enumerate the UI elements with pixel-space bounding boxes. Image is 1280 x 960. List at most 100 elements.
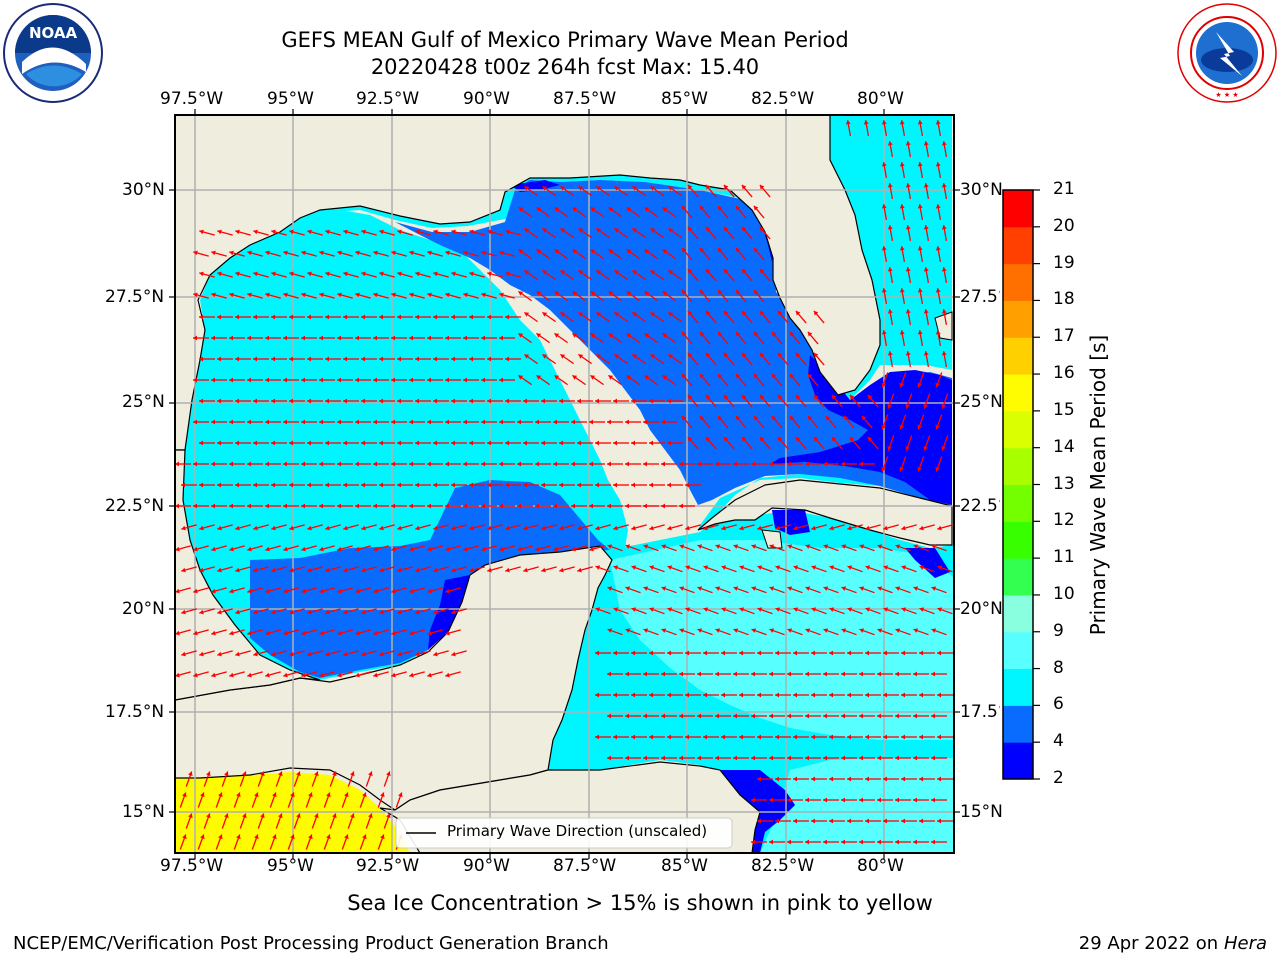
wave-arrow-head — [235, 229, 240, 235]
wave-arrow-head — [631, 440, 635, 446]
wave-arrow-head — [217, 271, 222, 277]
wave-arrow-head — [697, 586, 703, 591]
wave-arrow-head — [935, 204, 941, 209]
wave-arrow-head — [895, 797, 899, 803]
wave-arrow-head — [397, 356, 401, 362]
colorbar-tick-label: 14 — [1053, 436, 1075, 457]
wave-arrow-head — [409, 292, 414, 298]
wave-arrow-head — [723, 394, 729, 400]
wave-arrow-head — [397, 229, 402, 235]
wave-arrow-head — [775, 776, 779, 782]
wave-arrow-head — [735, 331, 741, 337]
wave-arrow-head — [775, 525, 780, 531]
wave-arrow-head — [661, 461, 665, 467]
wave-arrow-head — [829, 525, 834, 531]
wave-arrow-head — [253, 440, 257, 446]
wave-arrow-head — [685, 734, 689, 740]
wave-arrow-head — [229, 377, 233, 383]
wave-arrow-head — [572, 333, 578, 338]
wave-arrow-head — [613, 398, 617, 404]
wave-arrow-head — [741, 184, 747, 190]
wave-arrow-head — [265, 377, 269, 383]
wave-arrow-head — [391, 377, 395, 383]
wave-arrow-head — [314, 771, 319, 777]
wave-arrow-head — [343, 356, 347, 362]
wave-arrow-head — [881, 162, 887, 167]
wave-arrow-head — [409, 377, 413, 383]
wave-arrow-head — [787, 628, 793, 633]
wave-arrow-head — [771, 331, 777, 337]
wave-arrow-head — [590, 207, 596, 212]
wave-arrow-head — [445, 292, 450, 298]
wave-arrow-head — [631, 482, 635, 488]
wave-arrow-head — [614, 228, 620, 233]
wave-arrow-head — [787, 797, 791, 803]
wave-arrow-head — [667, 440, 671, 446]
wave-arrow-head — [895, 628, 901, 633]
wave-arrow-head — [919, 525, 924, 531]
wave-arrow-head — [397, 482, 401, 488]
wave-arrow-head — [247, 588, 252, 594]
wave-arrow-head — [699, 415, 705, 421]
wave-arrow-head — [427, 503, 431, 509]
colorbar-segment — [1003, 594, 1033, 633]
wave-arrow-head — [559, 398, 563, 404]
wave-arrow-head — [679, 671, 683, 677]
wave-arrow-head — [217, 482, 221, 488]
wave-arrow-head — [373, 503, 377, 509]
wave-arrow-head — [751, 544, 757, 549]
wave-arrow-head — [607, 713, 611, 719]
colorbar-segment — [1003, 410, 1033, 449]
lat-tick-left-6: 15°N — [122, 802, 165, 822]
wave-arrow-head — [905, 351, 911, 356]
wave-arrow-head — [795, 310, 801, 316]
wave-arrow-head — [199, 229, 204, 235]
wave-arrow-head — [935, 120, 941, 125]
wave-arrow-head — [211, 250, 216, 256]
wave-arrow-head — [325, 482, 329, 488]
wave-arrow-head — [687, 310, 693, 316]
wave-arrow-head — [319, 672, 324, 678]
wave-arrow-head — [505, 229, 510, 235]
wave-arrow-head — [535, 546, 540, 552]
wave-arrow-head — [391, 250, 396, 256]
wave-arrow-head — [307, 609, 312, 615]
wave-arrow-head — [590, 291, 596, 296]
lon-tick-bottom-5: 85°W — [661, 856, 708, 876]
wave-arrow-head — [723, 436, 729, 442]
wave-arrow-head — [795, 394, 801, 400]
wave-arrow-head — [775, 692, 779, 698]
wave-arrow-head — [253, 356, 257, 362]
wave-arrow-head — [481, 461, 485, 467]
wave-arrow-head — [625, 628, 631, 633]
wave-arrow-head — [301, 672, 306, 678]
wave-arrow-head — [325, 651, 330, 657]
wave-arrow-head — [811, 692, 815, 698]
wave-arrow-head — [917, 120, 923, 125]
wave-arrow-head — [607, 628, 613, 633]
wave-arrow-head — [271, 398, 275, 404]
wave-arrow-head — [829, 692, 833, 698]
wave-arrow-head — [469, 440, 473, 446]
wave-arrow-head — [289, 440, 293, 446]
wave-arrow-head — [811, 565, 817, 570]
wave-arrow-head — [775, 565, 781, 570]
wave-arrow-head — [649, 482, 653, 488]
wave-arrow-head — [905, 403, 910, 409]
chart-title-line1: GEFS MEAN Gulf of Mexico Primary Wave Me… — [281, 28, 849, 52]
wave-arrow-head — [789, 373, 795, 379]
wave-arrow-head — [715, 461, 719, 467]
wave-arrow-head — [931, 586, 937, 591]
wave-arrow-head — [182, 792, 187, 798]
wave-arrow-head — [795, 352, 801, 358]
wave-arrow-head — [590, 375, 596, 380]
lat-tick-right-5: 17.5°N — [960, 702, 1000, 722]
wave-arrow-head — [841, 755, 845, 761]
wave-arrow-head — [787, 671, 791, 677]
wave-arrow-head — [715, 755, 719, 761]
wave-arrow-head — [699, 373, 705, 379]
wave-arrow-head — [595, 398, 599, 404]
wave-arrow-head — [613, 607, 619, 612]
wave-arrow-head — [175, 546, 180, 552]
colorbar-segment — [1003, 668, 1033, 706]
